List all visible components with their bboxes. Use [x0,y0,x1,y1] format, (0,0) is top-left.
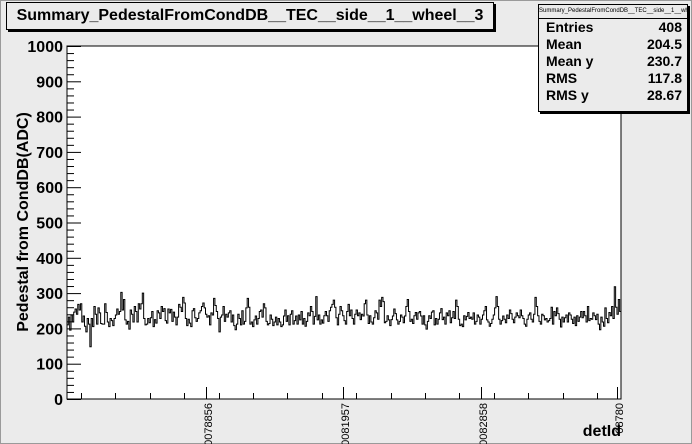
y-tick-label: 900 [36,74,63,91]
stats-row-rms: RMS 117.8 [539,70,687,87]
x-tick-labels: 0078856 0081957 0082858 08780 [203,403,626,444]
x-tick-label: 0078856 [203,403,215,444]
y-tick-label: 0 [54,392,63,409]
x-axis-label: detId [583,423,621,440]
y-tick-label: 500 [36,216,63,233]
stats-label: RMS [546,70,578,86]
stats-value: 408 [658,19,682,35]
chart-title: Summary_PedestalFromCondDB__TEC__side__1… [6,2,494,30]
stats-row-rms-y: RMS y 28.67 [539,87,687,104]
plot-frame [66,45,622,400]
axis-ticks [67,46,618,400]
stats-label: Mean [546,36,582,52]
stats-label: Entries [546,19,594,35]
y-tick-label: 400 [36,251,63,268]
stats-title: Summary_PedestalFromCondDB__TEC__side__1… [539,5,687,19]
stats-label: RMS y [546,87,589,103]
stats-row-entries: Entries 408 [539,19,687,36]
stats-value: 117.8 [647,70,682,86]
pedestal-series-line [67,286,621,348]
x-tick-label: 08780 [614,403,626,434]
y-tick-label: 200 [36,321,63,338]
y-axis-label: Pedestal from CondDB(ADC) [15,112,32,332]
y-tick-label: 600 [36,180,63,197]
stats-value: 204.5 [646,36,682,52]
y-tick-label: 700 [36,145,63,162]
x-tick-label: 0082858 [478,403,490,444]
y-tick-label: 100 [36,357,63,374]
statistics-box: Summary_PedestalFromCondDB__TEC__side__1… [538,4,688,112]
stats-value: 28.67 [646,87,682,103]
y-tick-labels: 0 100 200 300 400 500 600 700 800 900 1000 [27,39,63,409]
stats-row-mean: Mean 204.5 [539,36,687,53]
y-tick-label: 300 [36,286,63,303]
x-tick-label: 0081957 [340,403,352,444]
stats-label: Mean y [546,53,594,69]
y-tick-label: 1000 [27,39,63,56]
stats-value: 230.7 [646,53,682,69]
y-tick-label: 800 [36,110,63,127]
stats-row-mean-y: Mean y 230.7 [539,53,687,70]
